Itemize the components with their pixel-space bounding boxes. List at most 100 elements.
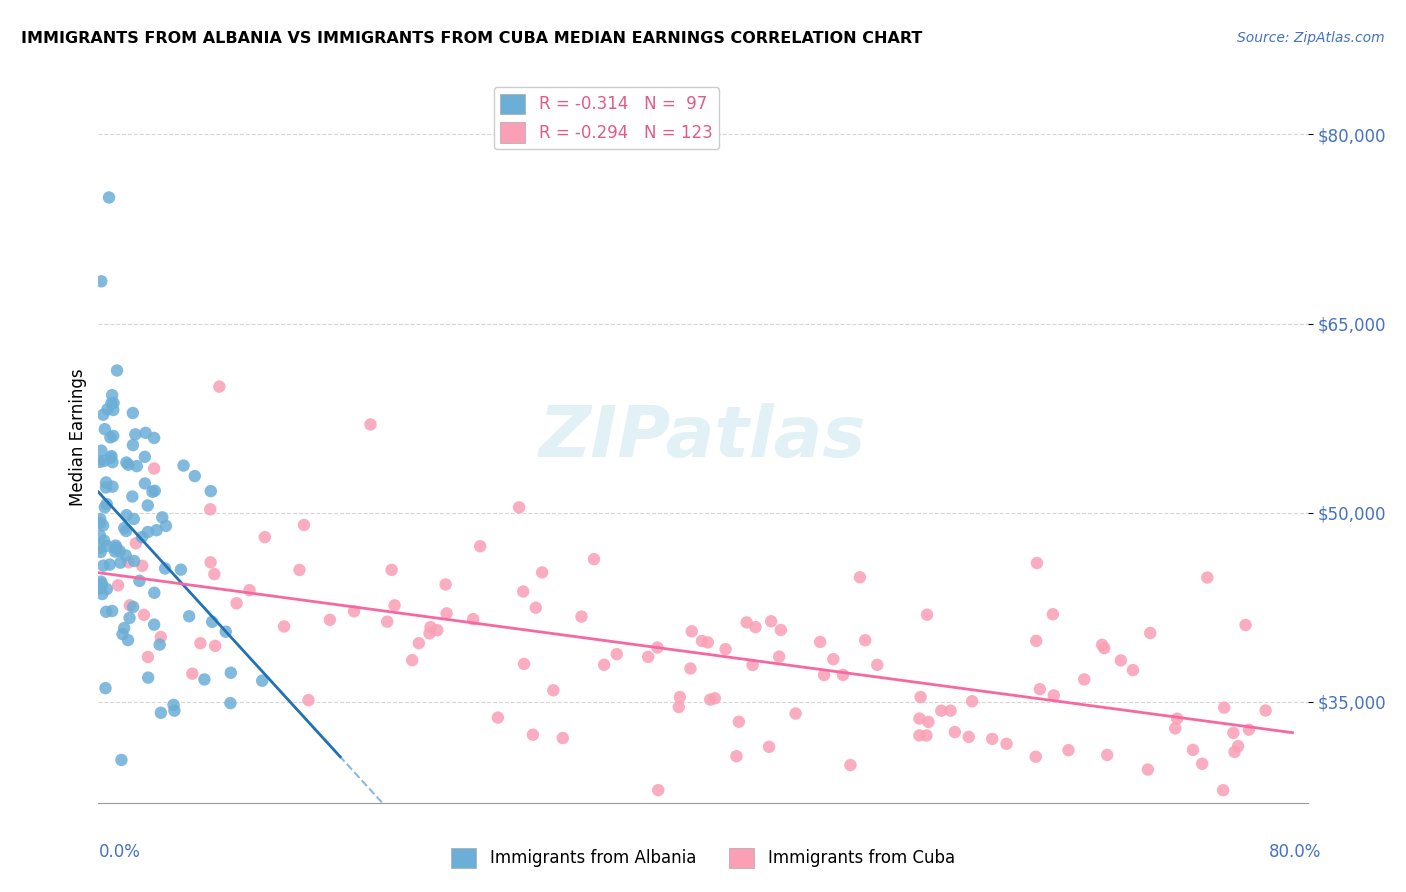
Point	[486, 710, 509, 724]
Point	[208, 379, 231, 393]
Point	[1237, 723, 1260, 737]
Point	[200, 555, 222, 569]
Point	[89, 516, 111, 530]
Point	[117, 633, 139, 648]
Point	[204, 639, 226, 653]
Point	[111, 627, 134, 641]
Point	[813, 668, 835, 682]
Point	[943, 725, 966, 739]
Point	[703, 691, 725, 706]
Point	[434, 577, 457, 591]
Point	[128, 574, 150, 588]
Point	[957, 730, 980, 744]
Point	[1092, 641, 1115, 656]
Point	[93, 533, 115, 548]
Point	[100, 450, 122, 465]
Point	[866, 657, 889, 672]
Point	[162, 698, 184, 712]
Point	[696, 635, 718, 649]
Point	[93, 454, 115, 468]
Point	[917, 714, 939, 729]
Point	[100, 430, 122, 444]
Point	[101, 604, 124, 618]
Point	[297, 693, 319, 707]
Point	[1042, 607, 1064, 622]
Point	[582, 552, 605, 566]
Point	[104, 544, 127, 558]
Point	[669, 690, 692, 704]
Point	[853, 633, 876, 648]
Point	[419, 620, 441, 634]
Point	[823, 652, 845, 666]
Point	[96, 402, 118, 417]
Point	[94, 480, 117, 494]
Point	[508, 500, 530, 515]
Point	[915, 607, 938, 622]
Point	[90, 274, 112, 288]
Point	[606, 647, 628, 661]
Point	[96, 497, 118, 511]
Point	[89, 455, 111, 469]
Point	[179, 609, 201, 624]
Point	[110, 556, 132, 570]
Point	[741, 657, 763, 672]
Point	[1122, 663, 1144, 677]
Point	[150, 510, 173, 524]
Point	[125, 536, 148, 550]
Point	[238, 583, 260, 598]
Point	[101, 480, 124, 494]
Point	[118, 599, 141, 613]
Point	[981, 731, 1004, 746]
Point	[101, 455, 124, 469]
Point	[768, 649, 790, 664]
Point	[908, 712, 931, 726]
Point	[118, 611, 141, 625]
Point	[1025, 749, 1047, 764]
Point	[122, 599, 145, 614]
Point	[758, 739, 780, 754]
Point	[143, 483, 166, 498]
Point	[200, 484, 222, 499]
Point	[96, 539, 118, 553]
Point	[100, 396, 122, 410]
Point	[107, 578, 129, 592]
Point	[915, 729, 938, 743]
Point	[1025, 556, 1047, 570]
Point	[219, 696, 242, 710]
Point	[727, 714, 749, 729]
Point	[122, 554, 145, 568]
Point	[184, 469, 207, 483]
Point	[136, 649, 159, 664]
Point	[103, 396, 125, 410]
Text: 80.0%: 80.0%	[1270, 843, 1322, 861]
Point	[343, 604, 366, 618]
Text: Source: ZipAtlas.com: Source: ZipAtlas.com	[1237, 31, 1385, 45]
Point	[117, 555, 139, 569]
Point	[929, 704, 952, 718]
Point	[1109, 653, 1132, 667]
Point	[104, 541, 127, 555]
Point	[1091, 638, 1114, 652]
Point	[470, 539, 492, 553]
Point	[1191, 756, 1213, 771]
Point	[98, 558, 121, 572]
Point	[94, 422, 117, 436]
Point	[190, 636, 212, 650]
Point	[1234, 618, 1257, 632]
Point	[134, 476, 156, 491]
Point	[201, 615, 224, 629]
Point	[531, 566, 554, 580]
Point	[90, 582, 112, 596]
Point	[153, 561, 176, 575]
Point	[89, 528, 111, 542]
Point	[90, 574, 112, 589]
Point	[1222, 726, 1244, 740]
Point	[1057, 743, 1080, 757]
Point	[759, 614, 782, 628]
Point	[89, 541, 111, 555]
Point	[1181, 743, 1204, 757]
Point	[524, 600, 547, 615]
Point	[219, 665, 242, 680]
Point	[250, 673, 273, 688]
Point	[100, 449, 122, 463]
